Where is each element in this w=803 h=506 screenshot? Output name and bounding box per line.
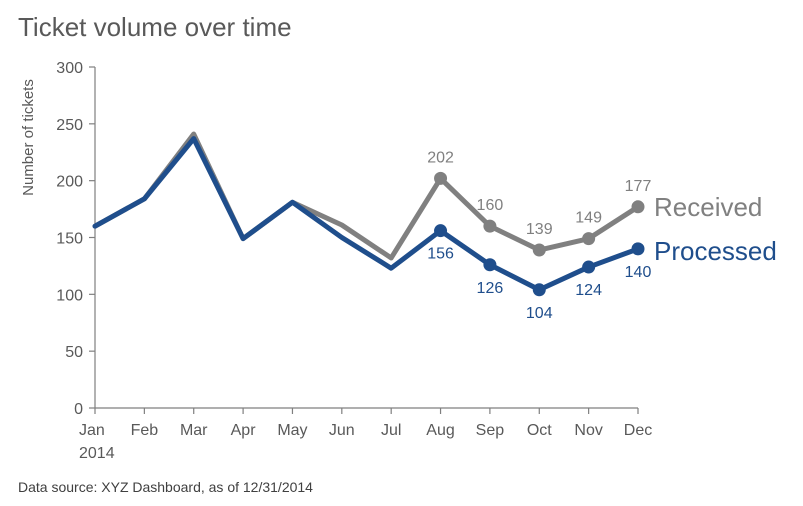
x-tick-label: Dec	[624, 422, 652, 439]
chart-title: Ticket volume over time	[18, 12, 292, 42]
x-tick-label: Mar	[180, 422, 208, 439]
x-tick-label: Jun	[329, 422, 355, 439]
y-tick-label: 50	[65, 344, 83, 361]
y-tick-label: 250	[56, 117, 83, 134]
data-label-received: 160	[477, 197, 504, 214]
x-tick-label: Oct	[527, 422, 552, 439]
y-tick-label: 100	[56, 287, 83, 304]
point-processed	[532, 283, 546, 297]
x-tick-label: Jan	[79, 422, 105, 439]
x-tick-label: Apr	[231, 422, 257, 439]
series-layer	[92, 131, 645, 297]
source-note: Data source: XYZ Dashboard, as of 12/31/…	[18, 479, 313, 495]
x-tick-label: Feb	[131, 422, 159, 439]
point-received	[582, 232, 596, 246]
y-tick-label: 300	[56, 60, 83, 77]
data-label-processed: 156	[427, 246, 454, 263]
axes: 0 50 100 150 200 250 300 Jan Feb Mar Apr May Jun Jul A…	[20, 60, 652, 462]
point-received	[532, 243, 546, 257]
data-label-processed: 124	[575, 282, 602, 299]
y-tick-label: 0	[74, 401, 83, 418]
y-axis-title: Number of tickets	[20, 79, 37, 196]
series-line-processed	[92, 136, 641, 293]
data-label-received: 202	[427, 149, 454, 166]
x-tick-label: Aug	[426, 422, 454, 439]
data-label-received: 177	[625, 178, 652, 195]
x-tick-label: Nov	[574, 422, 602, 439]
x-tick-label: Jul	[381, 422, 401, 439]
series-line-received	[92, 131, 641, 261]
point-processed	[631, 242, 645, 256]
x-tick-label: May	[277, 422, 307, 439]
y-tick-label: 200	[56, 174, 83, 191]
legend-received: Received	[654, 192, 762, 222]
data-label-processed: 104	[526, 305, 553, 322]
point-processed	[434, 224, 448, 238]
point-processed	[582, 260, 596, 274]
y-tick-label: 150	[56, 231, 83, 248]
point-received	[483, 219, 497, 233]
data-label-processed: 126	[477, 280, 504, 297]
data-label-processed: 140	[625, 264, 652, 281]
legend-processed: Processed	[654, 236, 777, 266]
x-tick-label: Sep	[476, 422, 505, 439]
point-processed	[483, 258, 497, 272]
point-received	[434, 171, 448, 185]
data-label-received: 149	[575, 210, 602, 227]
point-received	[631, 200, 645, 214]
x-year-label: 2014	[79, 445, 115, 462]
data-label-received: 139	[526, 221, 553, 238]
